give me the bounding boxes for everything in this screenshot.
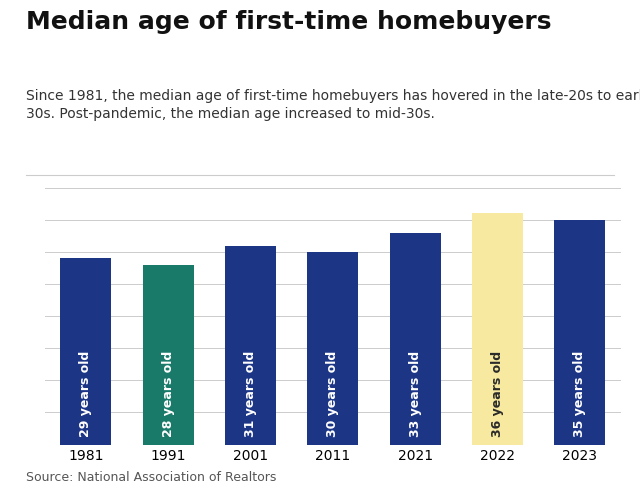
Bar: [472, 213, 523, 445]
Text: 30 years old: 30 years old: [326, 351, 339, 437]
Text: Source: National Association of Realtors: Source: National Association of Realtors: [26, 471, 276, 484]
Text: 35 years old: 35 years old: [573, 351, 586, 437]
Text: Median age of first-time homebuyers: Median age of first-time homebuyers: [26, 10, 551, 34]
Text: 33 years old: 33 years old: [408, 351, 422, 437]
Bar: [390, 233, 440, 445]
Bar: [554, 220, 605, 445]
Text: 31 years old: 31 years old: [244, 351, 257, 437]
Text: 36 years old: 36 years old: [491, 351, 504, 437]
Bar: [307, 252, 358, 445]
Text: 29 years old: 29 years old: [79, 351, 92, 437]
Text: 28 years old: 28 years old: [162, 351, 175, 437]
Text: Since 1981, the median age of first-time homebuyers has hovered in the late-20s : Since 1981, the median age of first-time…: [26, 89, 640, 122]
Bar: [143, 265, 194, 445]
Bar: [225, 246, 276, 445]
Bar: [60, 258, 111, 445]
